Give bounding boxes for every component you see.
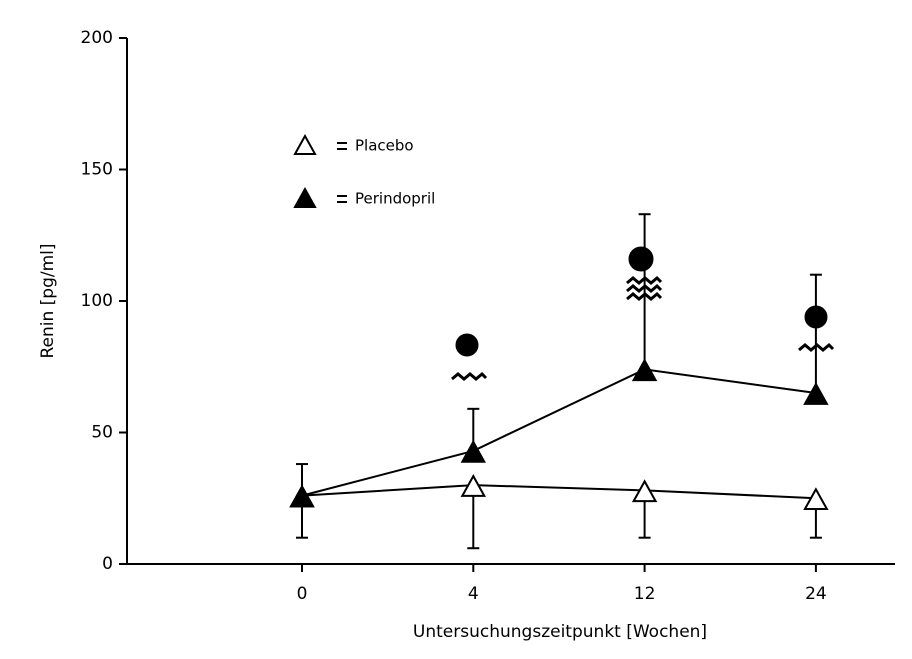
y-tick-label: 200 [81,28,113,48]
series-line [301,484,816,500]
marker [289,484,315,508]
y-tick-label: 150 [81,160,113,180]
significance-dot [628,246,654,272]
marker [803,487,829,511]
error-bar [809,273,822,394]
significance-wave [798,342,835,352]
y-tick-label: 0 [102,554,113,574]
legend-label: Placebo [355,137,414,155]
marker [631,479,658,503]
marker [803,381,829,405]
x-tick-label: 12 [634,584,656,604]
x-tick-label: 0 [297,584,308,604]
series-line [301,368,817,497]
marker [293,186,317,208]
y-tick-label: 100 [81,291,113,311]
y-axis-label: Renin [pg/ml] [38,243,58,358]
marker [460,474,486,497]
x-axis-label: Untersuchungszeitpunkt [Wochen] [413,622,707,642]
significance-wave [451,371,488,381]
error-bar [638,213,651,370]
marker [631,358,658,382]
marker [460,439,486,463]
x-tick-label: 24 [805,584,827,604]
significance-markers [451,246,835,381]
y-tick-label: 50 [91,423,113,443]
significance-dot [455,333,479,357]
x-tick-label: 4 [468,584,479,604]
marker [293,133,317,155]
legend-label: Perindopril [355,190,435,208]
